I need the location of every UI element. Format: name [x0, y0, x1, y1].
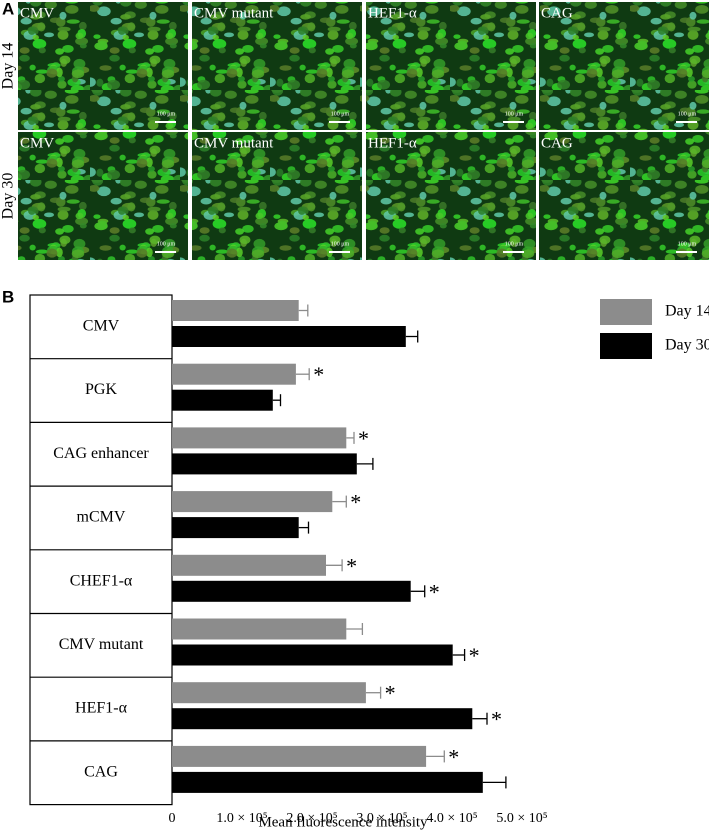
significance-marker: *: [350, 490, 361, 515]
significance-marker: *: [429, 579, 440, 604]
row-label: Day 30: [0, 173, 17, 220]
bar: [172, 682, 366, 704]
micrograph: [18, 132, 188, 260]
image-label: CAG: [541, 5, 573, 21]
significance-marker: *: [358, 426, 369, 451]
scale-bar-label: 100 μm: [505, 241, 524, 247]
bar: [172, 453, 357, 475]
category-label: mCMV: [77, 509, 126, 526]
bar-chart: CMV PGK CAG enhancer mCMV CHEF1-α CMV mutant H…: [29, 294, 709, 830]
x-tick-label: 4.0 × 10⁵: [426, 811, 477, 826]
x-axis-label: Mean fluorescence intensity: [258, 814, 428, 830]
bar: [172, 745, 427, 767]
scale-bar-label: 100 μm: [331, 111, 350, 117]
scale-bar-label: 100 μm: [678, 111, 697, 117]
image-label: CMV mutant: [194, 135, 274, 151]
category-label: CMV: [83, 318, 120, 335]
bar: [172, 517, 299, 539]
micrograph: [18, 2, 188, 130]
x-tick-label: 3.0 × 10⁵: [356, 811, 407, 826]
micrograph: [192, 2, 362, 130]
image-label: HEF1-α: [368, 135, 417, 151]
category-label: PGK: [85, 381, 117, 398]
legend-label: Day 14: [665, 303, 709, 320]
legend-label: Day 30: [665, 337, 709, 354]
bar: [172, 491, 333, 513]
panel-label: A: [2, 0, 14, 18]
scale-bar-label: 100 μm: [505, 111, 524, 117]
micrograph: [539, 2, 709, 130]
image-label: CMV: [20, 5, 54, 21]
scale-bar-label: 100 μm: [678, 241, 697, 247]
image-label: CAG: [541, 135, 573, 151]
bar: [172, 554, 326, 576]
row-label: Day 14: [0, 43, 17, 90]
bar: [172, 618, 347, 640]
significance-marker: *: [346, 553, 357, 578]
bar: [172, 326, 406, 347]
panel-label: B: [2, 287, 14, 306]
bar: [172, 771, 483, 793]
category-label: HEF1-α: [75, 700, 128, 717]
bar: [172, 708, 473, 730]
bar: [172, 580, 411, 602]
micrograph: [366, 132, 536, 260]
significance-marker: *: [385, 681, 396, 706]
bar: [172, 389, 273, 411]
significance-marker: *: [491, 707, 502, 732]
category-label: CAG: [84, 763, 118, 780]
micrograph: [539, 132, 709, 260]
significance-marker: *: [448, 744, 459, 769]
bar: [172, 644, 453, 666]
bar: [172, 300, 299, 321]
category-label: CMV mutant: [59, 636, 144, 653]
x-tick-label: 5.0 × 10⁵: [496, 811, 547, 826]
scale-bar-label: 100 μm: [331, 241, 350, 247]
category-label: CAG enhancer: [53, 445, 149, 462]
bar: [172, 427, 347, 449]
bar: [172, 363, 296, 385]
image-grid: Day 14 CMV 100 μm CMV mutant 100 μm HEF1-α 100…: [0, 2, 709, 260]
legend-swatch: [600, 333, 652, 359]
micrograph: [366, 2, 536, 130]
image-label: HEF1-α: [368, 5, 417, 21]
legend-swatch: [600, 299, 652, 325]
x-tick-label: 0: [169, 811, 176, 826]
category-label: CHEF1-α: [70, 572, 133, 589]
scale-bar-label: 100 μm: [157, 241, 176, 247]
image-label: CMV: [20, 135, 54, 151]
image-label: CMV mutant: [194, 5, 274, 21]
scale-bar-label: 100 μm: [157, 111, 176, 117]
micrograph: [192, 132, 362, 260]
x-tick-label: 1.0 × 10⁵: [216, 811, 267, 826]
x-tick-label: 2.0 × 10⁵: [286, 811, 337, 826]
significance-marker: *: [313, 362, 324, 387]
significance-marker: *: [469, 643, 480, 668]
